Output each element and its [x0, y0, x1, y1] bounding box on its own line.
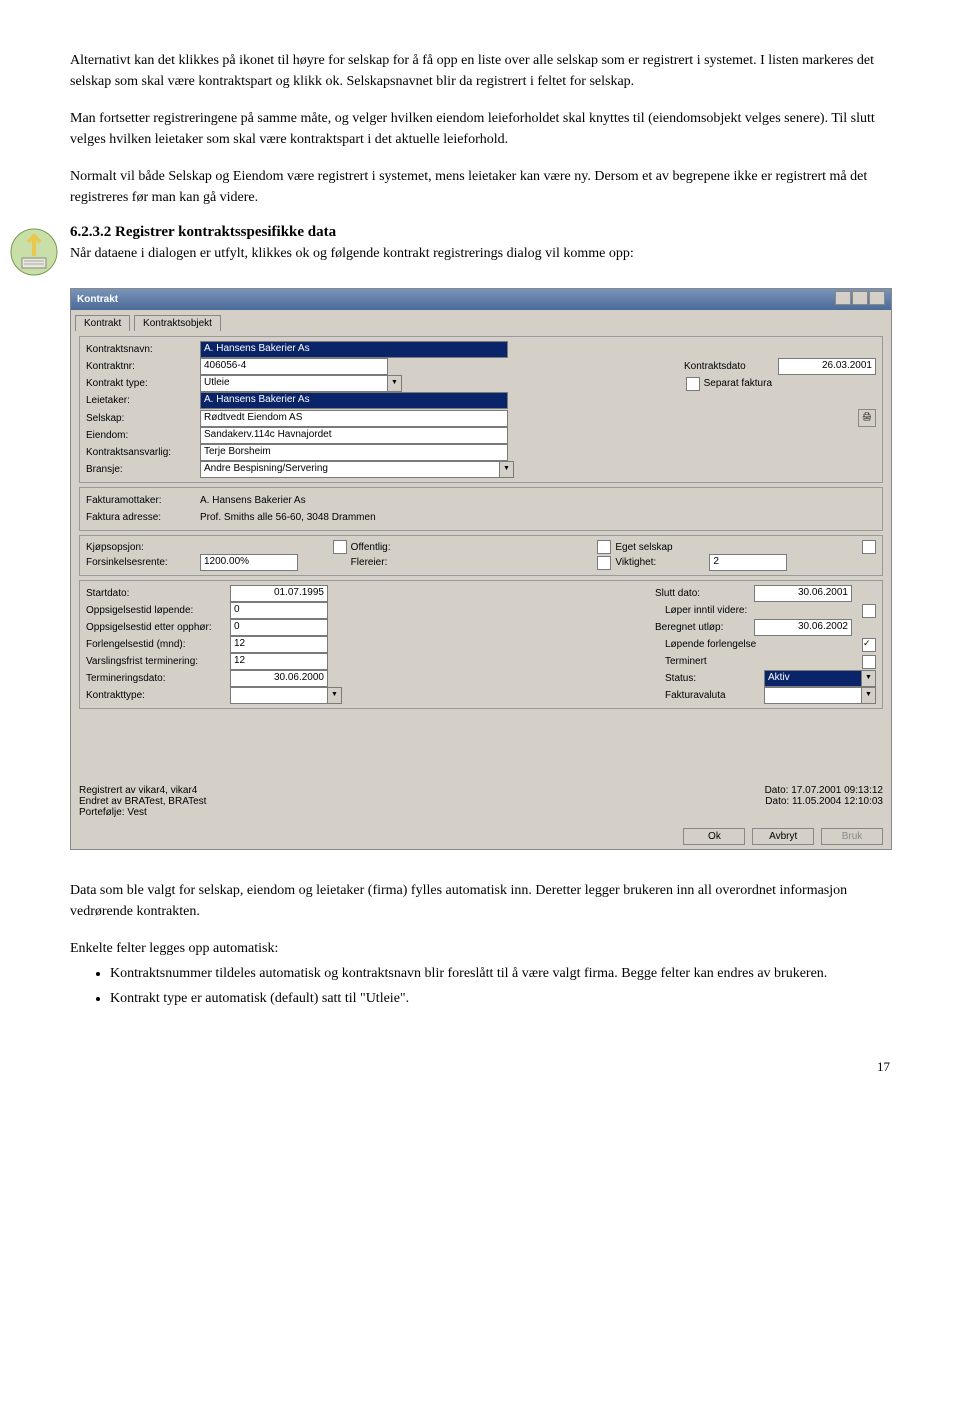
avbryt-button[interactable]: Avbryt [752, 828, 814, 845]
lbl-forsinkelsesrente: Forsinkelsesrente: [86, 557, 196, 568]
lbl-forlengelsestid: Forlengelsestid (mnd): [86, 639, 226, 650]
dropdown-arrow-icon[interactable]: ▼ [500, 461, 514, 478]
lbl-oppsigelsesopphor: Oppsigelsestid etter opphør: [86, 622, 226, 633]
fld-kontrakttype[interactable]: Utleie [200, 375, 388, 392]
para2: Man fortsetter registreringene på samme … [70, 108, 890, 150]
lbl-fakturamottaker: Fakturamottaker: [86, 495, 196, 506]
lbl-startdato: Startdato: [86, 588, 226, 599]
dropdown-arrow-icon[interactable]: ▼ [862, 670, 876, 687]
lbl-lopendeforlengelse: Løpende forlengelse [665, 639, 760, 650]
fld-forl[interactable]: 12 [230, 636, 328, 653]
lbl-fakturavaluta: Fakturavaluta [665, 690, 760, 701]
footer-dato1: Dato: 17.07.2001 09:13:12 [765, 785, 883, 796]
page-number: 17 [70, 1059, 890, 1075]
fld-startdato[interactable]: 01.07.1995 [230, 585, 328, 602]
lbl-selskap: Selskap: [86, 413, 196, 424]
cb-flereier[interactable] [597, 556, 611, 570]
list-item: Kontraktsnummer tildeles automatisk og k… [110, 963, 890, 984]
lbl-eiendom: Eiendom: [86, 430, 196, 441]
print-icon[interactable]: 🖨 [858, 409, 876, 427]
kontrakt-window: Kontrakt Kontrakt Kontraktsobjekt Kontra… [70, 288, 892, 850]
fld-status[interactable]: Aktiv [764, 670, 862, 687]
fld-sluttdato[interactable]: 30.06.2001 [754, 585, 852, 602]
lbl-beregnetutlop: Beregnet utløp: [655, 622, 750, 633]
window-buttons[interactable] [834, 291, 885, 308]
list-item: Kontrakt type er automatisk (default) sa… [110, 988, 890, 1009]
fld-forsinkelsesrente[interactable]: 1200.00% [200, 554, 298, 571]
lbl-status: Status: [665, 673, 760, 684]
tab-kontraktsobjekt[interactable]: Kontraktsobjekt [134, 315, 221, 331]
lbl-kontraktsdato: Kontraktsdato [684, 361, 774, 372]
lbl-kontraktsnavn: Kontraktsnavn: [86, 344, 196, 355]
fld-eiendom[interactable]: Sandakerv.114c Havnajordet [200, 427, 508, 444]
ok-button[interactable]: Ok [683, 828, 745, 845]
footer-endret: Endret av BRATest, BRATest [79, 796, 206, 807]
lbl-kontrakttype: Kontrakt type: [86, 378, 196, 389]
cb-terminert[interactable] [862, 655, 876, 669]
dropdown-arrow-icon[interactable]: ▼ [328, 687, 342, 704]
fld-opps1[interactable]: 0 [230, 619, 328, 636]
fld-opps0[interactable]: 0 [230, 602, 328, 619]
fld-termdato[interactable]: 30.06.2000 [230, 670, 328, 687]
cb-separat[interactable] [686, 377, 700, 391]
lbl-oppsigelseslopende: Oppsigelsestid løpende: [86, 605, 226, 616]
lbl-termineringsdato: Termineringsdato: [86, 673, 226, 684]
lbl-sluttdato: Slutt dato: [655, 588, 750, 599]
footer-dato2: Dato: 11.05.2004 12:10:03 [765, 796, 883, 807]
fld-fakturavaluta[interactable] [764, 687, 862, 704]
lbl-viktighet: Viktighet: [615, 557, 705, 568]
bullet-list: Kontraktsnummer tildeles automatisk og k… [70, 963, 890, 1009]
fld-kontrakttype2[interactable] [230, 687, 328, 704]
fld-vars[interactable]: 12 [230, 653, 328, 670]
lbl-kontraktnr: Kontraktnr: [86, 361, 196, 372]
para5: Data som ble valgt for selskap, eiendom … [70, 880, 890, 922]
lbl-egetselskap: Eget selskap [615, 542, 705, 553]
fld-leietaker[interactable]: A. Hansens Bakerier As [200, 392, 508, 409]
lbl-kontrakttype2: Kontrakttype: [86, 690, 226, 701]
lbl-flereier: Flereier: [351, 557, 441, 568]
section-heading: 6.2.3.2 Registrer kontraktsspesifikke da… [70, 224, 890, 241]
lbl-kontraktsansvarlig: Kontraktsansvarlig: [86, 447, 196, 458]
val-fakturaadresse: Prof. Smiths alle 56-60, 3048 Drammen [200, 512, 376, 523]
footer-portefolje: Portefølje: Vest [79, 807, 206, 818]
lbl-separat: Separat faktura [704, 378, 772, 389]
cb-lopendeforlengelse[interactable] [862, 638, 876, 652]
bruk-button[interactable]: Bruk [821, 828, 883, 845]
fld-kontraktsnavn[interactable]: A. Hansens Bakerier As [200, 341, 508, 358]
fld-bransje[interactable]: Andre Bespisning/Servering [200, 461, 500, 478]
val-fakturamottaker: A. Hansens Bakerier As [200, 495, 306, 506]
lbl-fakturaadresse: Faktura adresse: [86, 512, 196, 523]
titlebar: Kontrakt [71, 289, 891, 310]
footer-reg: Registrert av vikar4, vikar4 [79, 785, 206, 796]
para6: Enkelte felter legges opp automatisk: [70, 938, 890, 959]
cb-egetselskap[interactable] [862, 540, 876, 554]
fld-selskap[interactable]: Rødtvedt Eiendom AS [200, 410, 508, 427]
lbl-bransje: Bransje: [86, 464, 196, 475]
lbl-terminert: Terminert [665, 656, 760, 667]
dropdown-arrow-icon[interactable]: ▼ [862, 687, 876, 704]
section-icon [10, 228, 58, 276]
para3: Normalt vil både Selskap og Eiendom være… [70, 166, 890, 208]
lbl-loperinntil: Løper inntil videre: [665, 605, 760, 616]
lbl-offentlig: Offentlig: [351, 542, 441, 553]
fld-viktighet[interactable]: 2 [709, 554, 787, 571]
cb-kjopsopsjon[interactable] [333, 540, 347, 554]
tab-kontrakt[interactable]: Kontrakt [75, 315, 130, 331]
cb-offentlig[interactable] [597, 540, 611, 554]
fld-kontraktsdato[interactable]: 26.03.2001 [778, 358, 876, 375]
para4: Når dataene i dialogen er utfylt, klikke… [70, 243, 890, 264]
dropdown-arrow-icon[interactable]: ▼ [388, 375, 402, 392]
cb-loperinntil[interactable] [862, 604, 876, 618]
window-title: Kontrakt [77, 294, 118, 305]
lbl-varslingsfrist: Varslingsfrist terminering: [86, 656, 226, 667]
fld-beregnetutlop[interactable]: 30.06.2002 [754, 619, 852, 636]
para1: Alternativt kan det klikkes på ikonet ti… [70, 50, 890, 92]
fld-kontraktsansvarlig[interactable]: Terje Borsheim [200, 444, 508, 461]
fld-kontraktnr[interactable]: 406056-4 [200, 358, 388, 375]
lbl-kjopsopsjon: Kjøpsopsjon: [86, 542, 196, 553]
lbl-leietaker: Leietaker: [86, 395, 196, 406]
